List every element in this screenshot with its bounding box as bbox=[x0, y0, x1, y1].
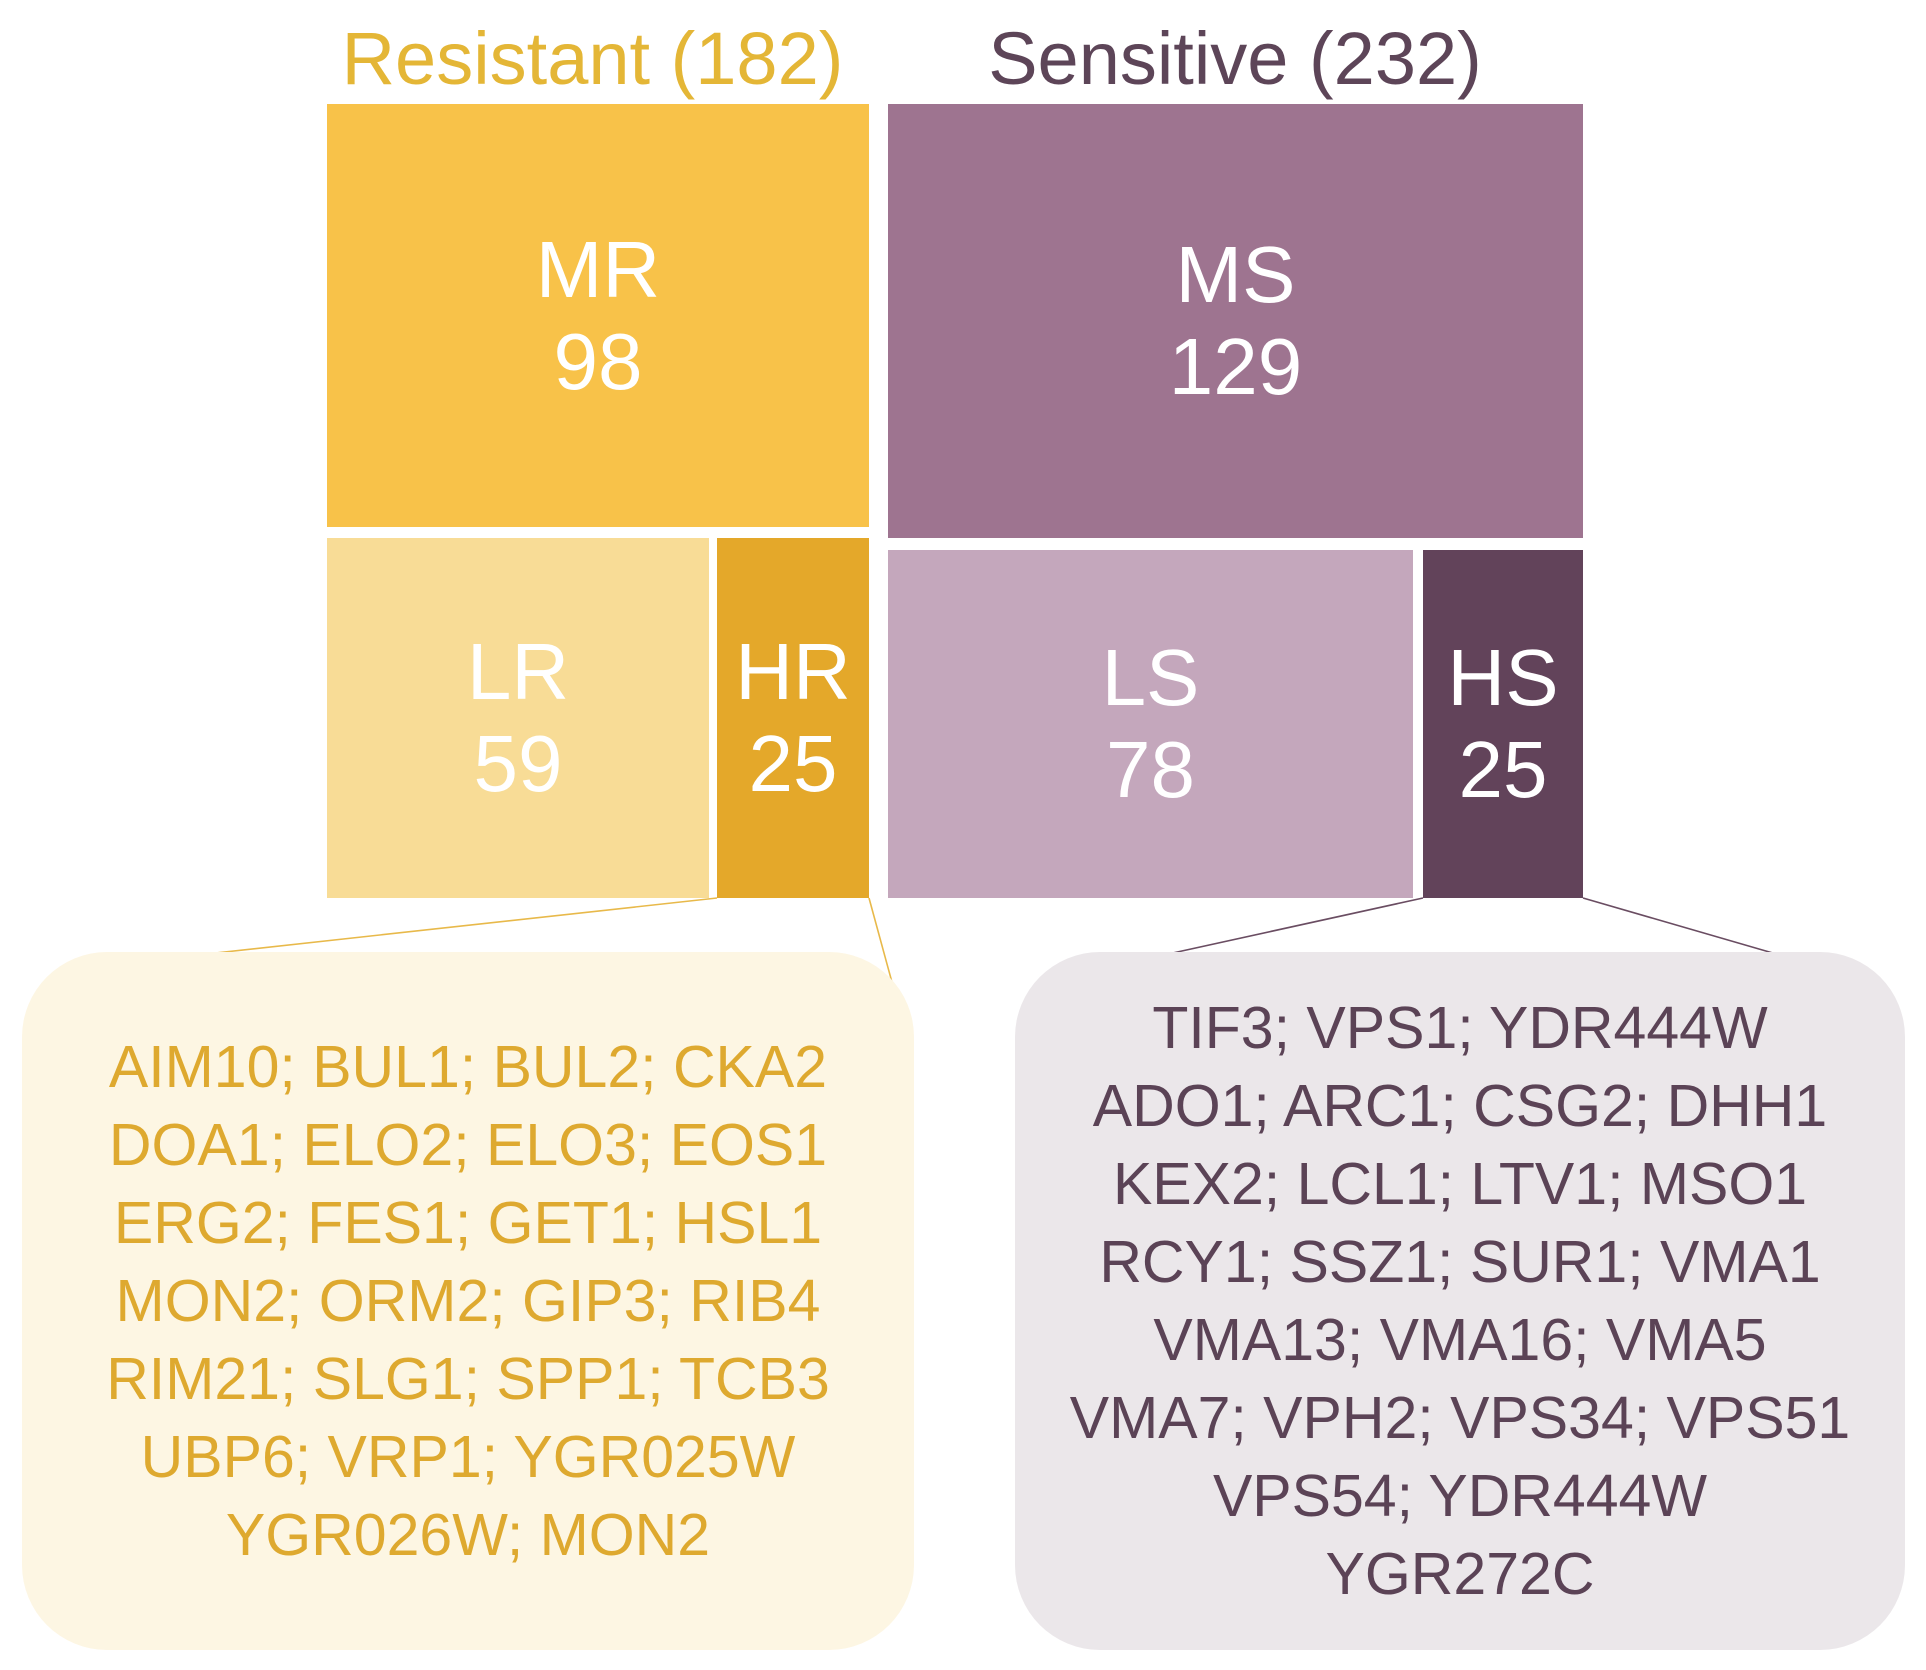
tile-mr-label: MR bbox=[535, 224, 661, 314]
sensitive-title: Sensitive (232) bbox=[988, 17, 1482, 100]
tile-ls: LS 78 bbox=[888, 550, 1413, 898]
tile-hs-value: 25 bbox=[1458, 725, 1548, 814]
gene-line: TIF3; VPS1; YDR444W bbox=[1152, 995, 1768, 1061]
tile-hs: HS 25 bbox=[1423, 550, 1583, 898]
hs-connector-right bbox=[1582, 897, 1791, 959]
gene-line: KEX2; LCL1; LTV1; MSO1 bbox=[1112, 1151, 1808, 1217]
tile-mr: MR 98 bbox=[327, 104, 869, 527]
gene-line: MON2; ORM2; GIP3; RIB4 bbox=[115, 1268, 821, 1334]
hs-connector-left bbox=[1149, 897, 1424, 959]
hr-gene-list: AIM10; BUL1; BUL2; CKA2 DOA1; ELO2; ELO3… bbox=[22, 952, 914, 1650]
gene-line: YGR272C bbox=[1325, 1541, 1595, 1607]
tile-hr: HR 25 bbox=[717, 538, 869, 898]
tile-ms: MS 129 bbox=[888, 104, 1583, 538]
gene-line: RCY1; SSZ1; SUR1; VMA1 bbox=[1099, 1229, 1821, 1295]
tile-lr-label: LR bbox=[466, 627, 570, 716]
tile-mr-value: 98 bbox=[553, 316, 643, 406]
gene-line: ADO1; ARC1; CSG2; DHH1 bbox=[1092, 1073, 1828, 1139]
tile-lr-value: 59 bbox=[473, 719, 563, 808]
tile-ls-value: 78 bbox=[1106, 725, 1195, 814]
gene-line: VMA7; VPH2; VPS34; VPS51 bbox=[1069, 1385, 1851, 1451]
tile-hr-value: 25 bbox=[748, 719, 838, 808]
tile-ls-label: LS bbox=[1101, 633, 1200, 722]
tile-hr-label: HR bbox=[735, 627, 851, 716]
resistant-title: Resistant (182) bbox=[341, 17, 844, 100]
tile-lr: LR 59 bbox=[327, 538, 709, 898]
hs-gene-list: TIF3; VPS1; YDR444W ADO1; ARC1; CSG2; DH… bbox=[1015, 952, 1905, 1650]
tile-ms-value: 129 bbox=[1168, 322, 1303, 411]
gene-line: AIM10; BUL1; BUL2; CKA2 bbox=[108, 1034, 828, 1100]
gene-line: UBP6; VRP1; YGR025W bbox=[140, 1424, 796, 1490]
gene-line: VMA13; VMA16; VMA5 bbox=[1153, 1307, 1767, 1373]
tile-ms-label: MS bbox=[1175, 230, 1296, 319]
gene-line: RIM21; SLG1; SPP1; TCB3 bbox=[106, 1346, 830, 1412]
hr-connector-left bbox=[169, 897, 718, 959]
gene-line: VPS54; YDR444W bbox=[1212, 1463, 1708, 1529]
tile-hs-label: HS bbox=[1447, 633, 1559, 722]
gene-line: YGR026W; MON2 bbox=[225, 1502, 711, 1568]
gene-line: DOA1; ELO2; ELO3; EOS1 bbox=[108, 1112, 828, 1178]
gene-line: ERG2; FES1; GET1; HSL1 bbox=[113, 1190, 823, 1256]
